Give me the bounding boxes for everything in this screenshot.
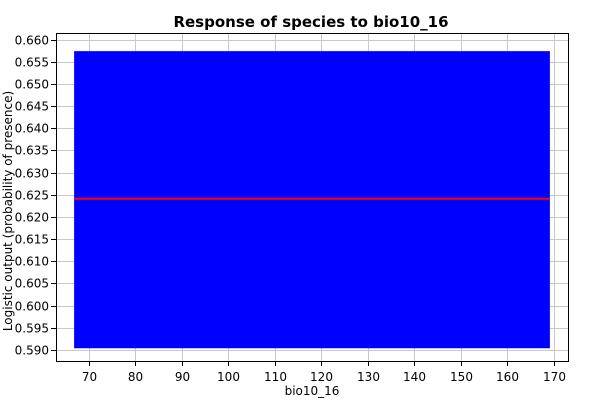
- chart-title: Response of species to bio10_16: [173, 13, 448, 31]
- y-tick-label: 0.660: [15, 34, 49, 48]
- x-axis-label: bio10_16: [285, 384, 340, 398]
- x-tick-label: 170: [543, 370, 566, 384]
- y-tick-label: 0.610: [15, 255, 49, 269]
- x-tick-label: 160: [496, 370, 519, 384]
- y-axis-label: Logistic output (probability of presence…: [1, 91, 15, 331]
- x-tick-label: 120: [310, 370, 333, 384]
- x-axis: 70 80 90 100 110 120 130 140 150 160 170: [82, 361, 566, 384]
- x-tick-label: 80: [128, 370, 143, 384]
- y-tick-label: 0.605: [15, 277, 49, 291]
- y-tick-label: 0.625: [15, 189, 49, 203]
- x-tick-label: 70: [82, 370, 97, 384]
- y-axis: 0.590 0.595 0.600 0.605 0.610 0.615 0.620 0.625…: [15, 34, 56, 358]
- x-tick-label: 140: [403, 370, 426, 384]
- y-tick-label: 0.645: [15, 100, 49, 114]
- y-tick-label: 0.590: [15, 344, 49, 358]
- y-tick-label: 0.620: [15, 211, 49, 225]
- plot-frame: [56, 33, 569, 362]
- x-tick-label: 110: [264, 370, 287, 384]
- x-tick-label: 130: [357, 370, 380, 384]
- y-tick-label: 0.600: [15, 300, 49, 314]
- x-tick-label: 150: [450, 370, 473, 384]
- y-tick-label: 0.655: [15, 56, 49, 70]
- y-tick-label: 0.640: [15, 122, 49, 136]
- y-tick-label: 0.615: [15, 233, 49, 247]
- x-tick-label: 100: [217, 370, 240, 384]
- series-layer: [74, 51, 550, 349]
- y-tick-label: 0.650: [15, 78, 49, 92]
- y-tick-label: 0.595: [15, 322, 49, 336]
- y-tick-label: 0.635: [15, 144, 49, 158]
- y-tick-label: 0.630: [15, 167, 49, 181]
- x-tick-label: 90: [175, 370, 190, 384]
